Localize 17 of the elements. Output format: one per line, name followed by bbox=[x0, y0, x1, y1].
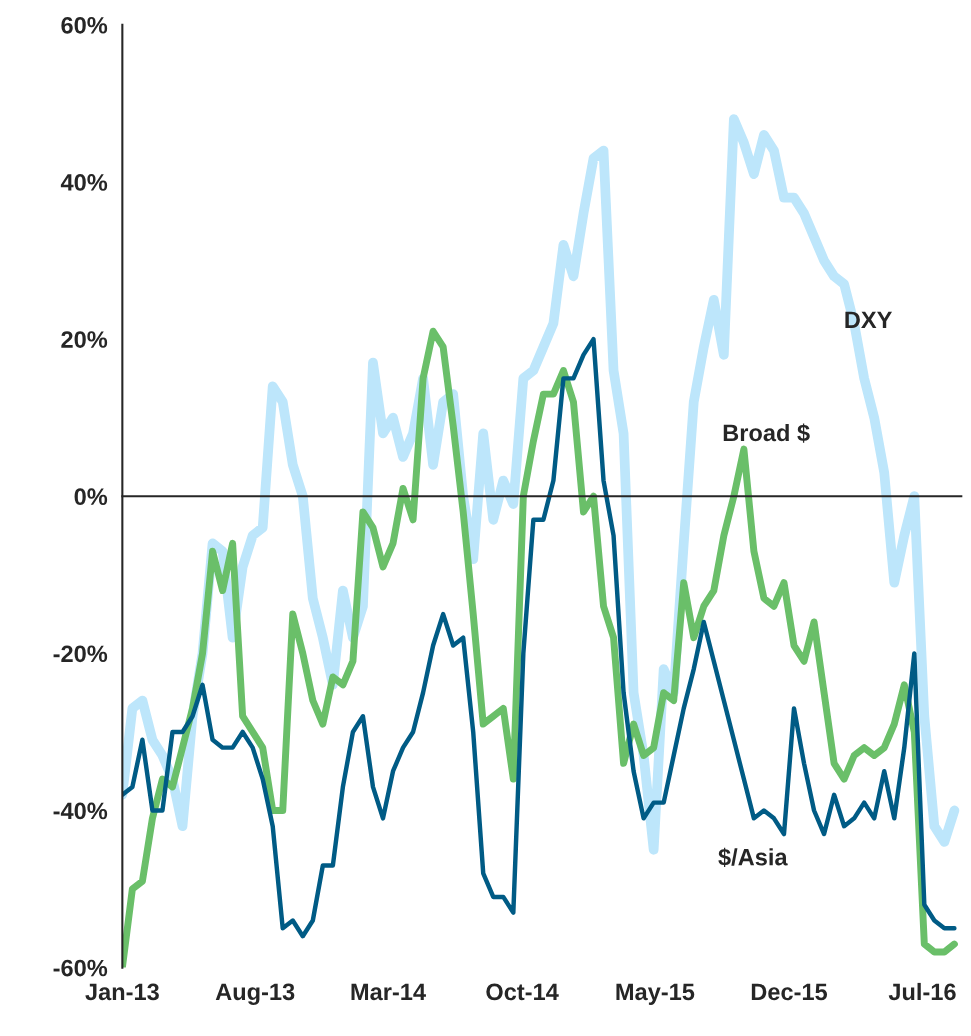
series-label: DXY bbox=[845, 311, 893, 328]
y-tick-label: -40% bbox=[53, 802, 108, 820]
x-tick-label: May-15 bbox=[616, 983, 695, 1005]
x-tick-label: Jan-13 bbox=[85, 983, 159, 1001]
x-tick-label: Dec-15 bbox=[751, 983, 828, 1001]
series-label: Broad $ bbox=[723, 423, 810, 443]
x-tick-label: Mar-14 bbox=[351, 983, 426, 1001]
y-tick-label: 20% bbox=[61, 331, 108, 348]
x-tick-label: Oct-14 bbox=[486, 983, 559, 1001]
y-tick-label: -60% bbox=[53, 959, 108, 977]
y-tick-label: -20% bbox=[53, 645, 108, 663]
x-tick-label: Aug-13 bbox=[215, 983, 295, 1005]
y-tick-label: 40% bbox=[60, 174, 108, 191]
y-tick-label: 60% bbox=[61, 16, 108, 34]
x-tick-label: Jul-16 bbox=[888, 982, 956, 1001]
series-label: $/Asia bbox=[718, 847, 788, 868]
y-tick-label: 0% bbox=[74, 488, 108, 506]
